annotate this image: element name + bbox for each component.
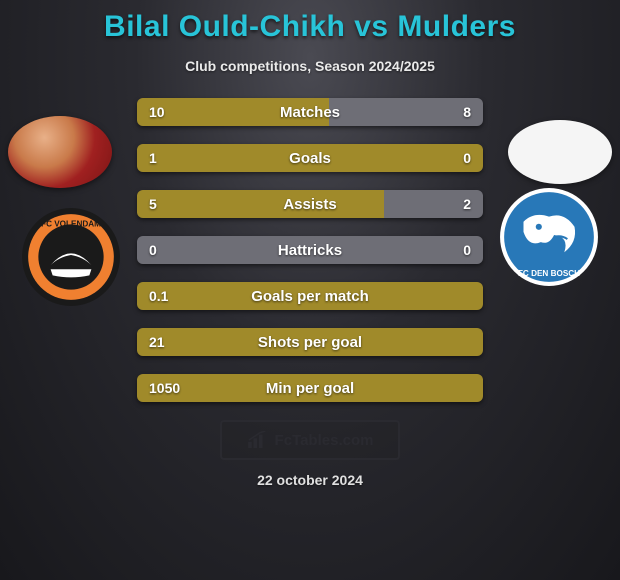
bar-segment-left: [137, 98, 329, 126]
stat-row: Matches108: [137, 98, 483, 126]
bar-segment-left: [137, 190, 384, 218]
fctables-logo-icon: [247, 431, 269, 449]
stat-row: Goals10: [137, 144, 483, 172]
content-area: FC VOLENDAM FC DEN BOSCH Matches108Goals…: [0, 98, 620, 488]
stat-value-left: 1050: [149, 374, 180, 402]
comparison-title: Bilal Ould-Chikh vs Mulders: [0, 0, 620, 44]
stat-value-left: 1: [149, 144, 157, 172]
player-photo-right: [508, 120, 612, 184]
svg-text:FC DEN BOSCH: FC DEN BOSCH: [518, 269, 580, 278]
bar-segment-right: [310, 236, 483, 264]
stat-row: Min per goal1050: [137, 374, 483, 402]
stat-row: Assists52: [137, 190, 483, 218]
denbosch-badge-icon: FC DEN BOSCH: [498, 186, 600, 288]
date-label: 22 october 2024: [0, 472, 620, 488]
stat-value-left: 10: [149, 98, 165, 126]
club-badge-right: FC DEN BOSCH: [498, 186, 600, 286]
bar-segment-left: [137, 374, 483, 402]
stat-value-right: 0: [463, 144, 471, 172]
subtitle: Club competitions, Season 2024/2025: [0, 58, 620, 74]
stats-bars: Matches108Goals10Assists52Hattricks00Goa…: [137, 98, 483, 402]
club-badge-left: FC VOLENDAM: [20, 206, 122, 306]
svg-text:FC VOLENDAM: FC VOLENDAM: [41, 219, 101, 228]
bar-segment-right: [329, 98, 483, 126]
stat-value-left: 21: [149, 328, 165, 356]
watermark-text: FcTables.com: [275, 432, 374, 449]
bar-segment-left: [137, 236, 310, 264]
stat-value-left: 5: [149, 190, 157, 218]
stat-row: Shots per goal21: [137, 328, 483, 356]
stat-value-left: 0.1: [149, 282, 168, 310]
bar-segment-left: [137, 328, 483, 356]
volendam-badge-icon: FC VOLENDAM: [20, 206, 122, 308]
bar-segment-left: [137, 144, 483, 172]
stat-value-left: 0: [149, 236, 157, 264]
stat-row: Goals per match0.1: [137, 282, 483, 310]
bar-segment-left: [137, 282, 483, 310]
stat-value-right: 0: [463, 236, 471, 264]
stat-value-right: 2: [463, 190, 471, 218]
player-photo-left: [8, 116, 112, 188]
watermark: FcTables.com: [220, 420, 400, 460]
stat-value-right: 8: [463, 98, 471, 126]
stat-row: Hattricks00: [137, 236, 483, 264]
